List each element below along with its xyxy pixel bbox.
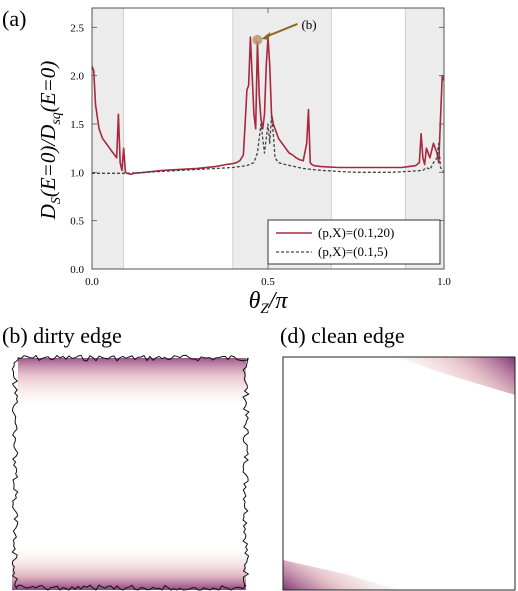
y-tick-label: 2.5 <box>70 22 84 34</box>
line-chart: 0.0 0.5 1.0 1.5 2.0 2.5 0.0 0.5 1.0 (b) (p,X)=(0… <box>36 7 451 317</box>
legend-box <box>267 219 441 265</box>
x-axis-title: θZ/π <box>249 288 289 317</box>
annotation-marker <box>252 34 263 45</box>
shaded-region-1 <box>91 7 125 270</box>
y-tick-label: 1.5 <box>70 119 84 131</box>
y-tick-label: 1.0 <box>70 167 84 179</box>
y-tick-label: 2.0 <box>70 71 84 83</box>
dirty-edge-boundary <box>11 354 250 591</box>
axis-ticks: 0.0 0.5 1.0 1.5 2.0 2.5 0.0 0.5 1.0 <box>70 8 451 288</box>
clean-edge-boundary <box>282 356 516 591</box>
dirty-edge-map <box>11 354 250 591</box>
panel-b-label: (b) dirty edge <box>2 323 122 348</box>
x-tick-label: 0.0 <box>85 276 99 288</box>
annotation-label: (b) <box>301 17 316 32</box>
x-tick-label: 0.5 <box>261 276 275 288</box>
y-axis-title: DS(E=0)/Dsq(E=0) <box>36 61 64 221</box>
series-line-2 <box>92 115 444 174</box>
clean-edge-map <box>282 356 516 591</box>
x-tick-label: 1.0 <box>437 276 451 288</box>
series-layer <box>92 36 444 176</box>
series-line-1 <box>92 36 444 176</box>
legend-label-series-1: (p,X)=(0.1,20) <box>318 225 394 240</box>
clean-edge-top-density <box>395 357 515 395</box>
y-tick-label: 0.0 <box>70 264 84 276</box>
plot-frame <box>91 7 445 270</box>
annotation-arrow <box>265 22 298 38</box>
panel-a-label: (a) <box>2 6 26 31</box>
y-tick-label: 0.5 <box>70 216 84 228</box>
dirty-edge-top-density <box>18 358 246 406</box>
legend: (p,X)=(0.1,20) (p,X)=(0.1,5) <box>267 219 441 265</box>
dirty-edge-bottom-density <box>12 548 246 590</box>
clean-edge-bottom-density <box>283 560 400 590</box>
legend-label-series-2: (p,X)=(0.1,5) <box>318 244 388 259</box>
panel-d-label: (d) clean edge <box>280 323 405 348</box>
annotation-arrowhead <box>261 31 271 40</box>
